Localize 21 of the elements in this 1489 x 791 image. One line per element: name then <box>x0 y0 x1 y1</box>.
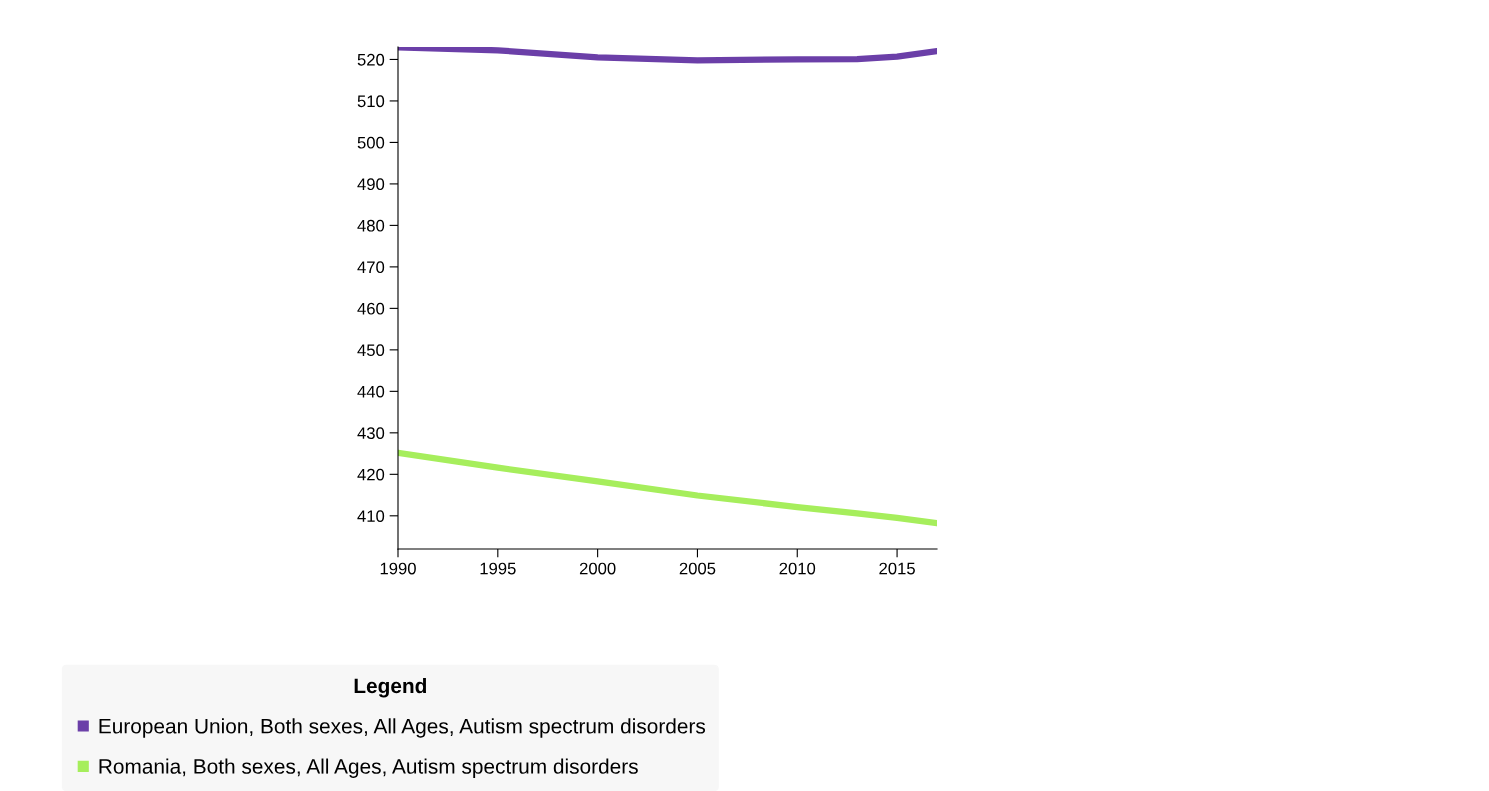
x-tick-label: 1995 <box>480 562 516 575</box>
y-tick-label: 440 <box>357 385 385 398</box>
legend-label: European Union, Both sexes, All Ages, Autism spectrum disorders <box>99 718 706 738</box>
y-tick-label: 420 <box>357 468 385 481</box>
legend-label: Romania, Both sexes, All Ages, Autism spectrum disorders <box>99 758 638 778</box>
y-tick-label: 510 <box>357 95 385 108</box>
y-tick-label: 520 <box>357 53 385 66</box>
y-tick-label: 450 <box>357 344 385 357</box>
y-tick-label: 430 <box>357 427 385 440</box>
y-tick-label: 500 <box>357 136 385 149</box>
x-tick-label: 2000 <box>579 562 616 575</box>
x-tick-label: 2005 <box>679 562 716 575</box>
y-tick-label: 470 <box>357 261 385 274</box>
x-tick-label: 2015 <box>879 562 915 575</box>
y-tick-label: 480 <box>357 219 385 232</box>
y-tick-label: 490 <box>357 178 385 191</box>
legend-title: Legend <box>354 677 427 698</box>
y-tick-label: 410 <box>357 510 385 523</box>
x-tick-label: 2010 <box>779 562 816 575</box>
y-tick-label: 460 <box>357 302 385 315</box>
x-tick-label: 1990 <box>380 562 416 575</box>
